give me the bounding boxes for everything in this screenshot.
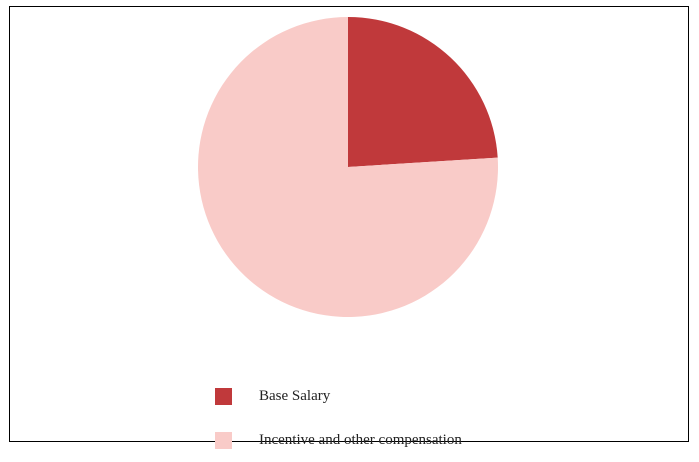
legend-swatch-incentive — [215, 431, 232, 449]
legend-swatch-base-salary — [215, 387, 232, 405]
legend-label-incentive: Incentive and other compensation — [259, 431, 462, 448]
pie-slice-incentive-and-other-compensation — [198, 17, 498, 317]
chart-frame: Base Salary Incentive and other compensa… — [9, 6, 689, 449]
legend: Base Salary Incentive and other compensa… — [215, 374, 462, 462]
legend-item-base-salary: Base Salary — [215, 374, 462, 418]
legend-label-base-salary: Base Salary — [259, 387, 331, 404]
pie-chart — [198, 17, 498, 317]
pie-slice-base-salary — [348, 17, 498, 167]
legend-item-incentive: Incentive and other compensation — [215, 418, 462, 462]
